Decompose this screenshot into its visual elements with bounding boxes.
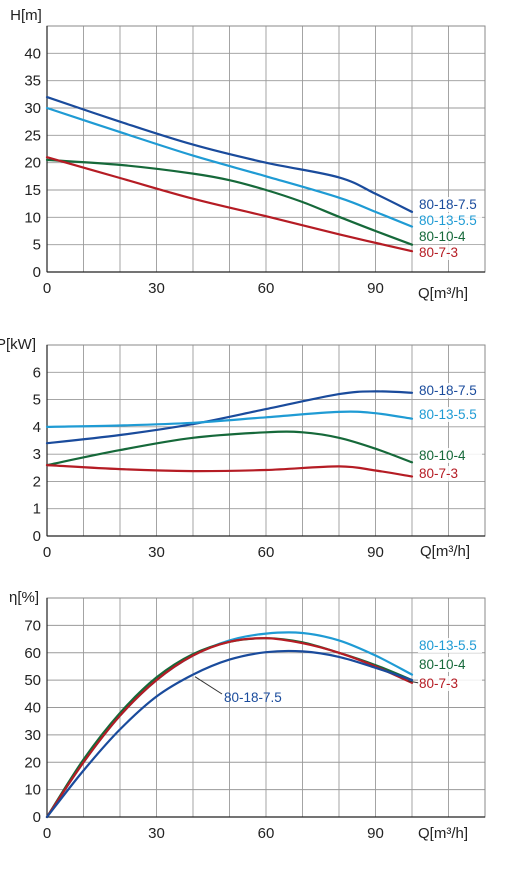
series-label: 80-10-4 <box>419 448 466 463</box>
y-tick-label: 70 <box>24 617 41 634</box>
chart-panel-1: 0 5 10 15 20 25 30 35 40 0 30 60 90 H[m] Q[m³/h] 80-18-… <box>10 7 486 302</box>
x-tick-label: 30 <box>148 280 165 297</box>
series-line-80-10-4 <box>45 158 414 246</box>
series-line-80-7-3 <box>45 156 414 253</box>
y-tick-label: 2 <box>33 473 41 490</box>
x-axis-title: Q[m³/h] <box>418 825 468 842</box>
series-label: 80-10-4 <box>419 657 466 672</box>
series-label-bg <box>418 676 482 691</box>
x-tick-label: 60 <box>258 544 275 561</box>
series-line-80-7-3 <box>45 637 414 819</box>
y-tick-label: 10 <box>24 782 41 799</box>
label-leader-line <box>407 680 420 684</box>
y-tick-label: 25 <box>24 127 41 144</box>
y-tick-label: 0 <box>33 809 41 826</box>
x-tick-label: 30 <box>148 825 165 842</box>
series-label-bg <box>418 466 482 481</box>
series-line-80-13-5.5 <box>45 106 414 228</box>
series-line-80-18-7.5 <box>45 96 414 213</box>
y-tick-label: 20 <box>24 754 41 771</box>
series-label-bg <box>418 638 482 653</box>
x-tick-label: 60 <box>258 280 275 297</box>
series-label-bg <box>418 383 482 398</box>
y-tick-label: 6 <box>33 364 41 381</box>
y-tick-label: 15 <box>24 182 41 199</box>
series-label-bg <box>418 229 482 244</box>
y-tick-label: 35 <box>24 73 41 90</box>
series-line-80-10-4 <box>45 430 414 467</box>
series-label: 80-18-7.5 <box>419 383 477 398</box>
y-axis-title: η[%] <box>9 589 39 606</box>
series-label: 80-13-5.5 <box>419 638 477 653</box>
x-tick-label: 90 <box>367 825 384 842</box>
x-tick-label: 0 <box>43 280 51 297</box>
series-label: 80-18-7.5 <box>224 690 282 705</box>
x-tick-label: 0 <box>43 544 51 561</box>
y-tick-label: 1 <box>33 501 41 518</box>
y-tick-label: 40 <box>24 700 41 717</box>
y-axis-title: H[m] <box>10 7 42 24</box>
x-tick-label: 0 <box>43 825 51 842</box>
grid <box>46 597 486 818</box>
y-tick-label: 40 <box>24 45 41 62</box>
series-label-bg <box>418 245 482 260</box>
y-tick-label: 50 <box>24 672 41 689</box>
y-tick-label: 30 <box>24 100 41 117</box>
x-tick-label: 60 <box>258 825 275 842</box>
y-tick-label: 3 <box>33 446 41 463</box>
x-tick-label: 30 <box>148 544 165 561</box>
y-tick-label: 30 <box>24 727 41 744</box>
series-label-bg <box>418 213 482 228</box>
series-label: 80-7-3 <box>419 245 458 260</box>
y-tick-label: 5 <box>33 392 41 409</box>
series-label: 80-10-4 <box>419 229 466 244</box>
series-label: 80-13-5.5 <box>419 407 477 422</box>
series-line-80-18-7.5 <box>45 390 414 445</box>
y-axis-title: P[kW] <box>0 336 36 353</box>
series-label-bg <box>418 407 482 422</box>
y-tick-label: 60 <box>24 645 41 662</box>
series-line-80-13-5.5 <box>45 410 414 428</box>
series-line-80-18-7.5 <box>45 649 414 819</box>
y-tick-label: 5 <box>33 237 41 254</box>
x-axis-title: Q[m³/h] <box>420 543 470 560</box>
x-tick-label: 90 <box>367 544 384 561</box>
series-label: 80-7-3 <box>419 466 458 481</box>
y-tick-label: 4 <box>33 419 41 436</box>
series-label: 80-13-5.5 <box>419 213 477 228</box>
chart-panel-3: 0 10 20 30 40 50 60 70 0 30 60 90 η[%] Q[m³/h] 80-13-5… <box>9 589 486 842</box>
y-tick-label: 20 <box>24 155 41 172</box>
y-tick-label: 0 <box>33 264 41 281</box>
grid <box>46 344 486 537</box>
y-tick-label: 10 <box>24 209 41 226</box>
series-label-bg <box>418 448 482 463</box>
y-tick-label: 0 <box>33 528 41 545</box>
series-line-80-7-3 <box>45 464 414 478</box>
series-label-bg <box>418 197 482 212</box>
x-tick-label: 90 <box>367 280 384 297</box>
label-leader-line <box>194 676 223 695</box>
series-label: 80-18-7.5 <box>419 197 477 212</box>
series-label-bg <box>418 657 482 672</box>
x-axis-title: Q[m³/h] <box>418 285 468 302</box>
series-label: 80-7-3 <box>419 676 458 691</box>
